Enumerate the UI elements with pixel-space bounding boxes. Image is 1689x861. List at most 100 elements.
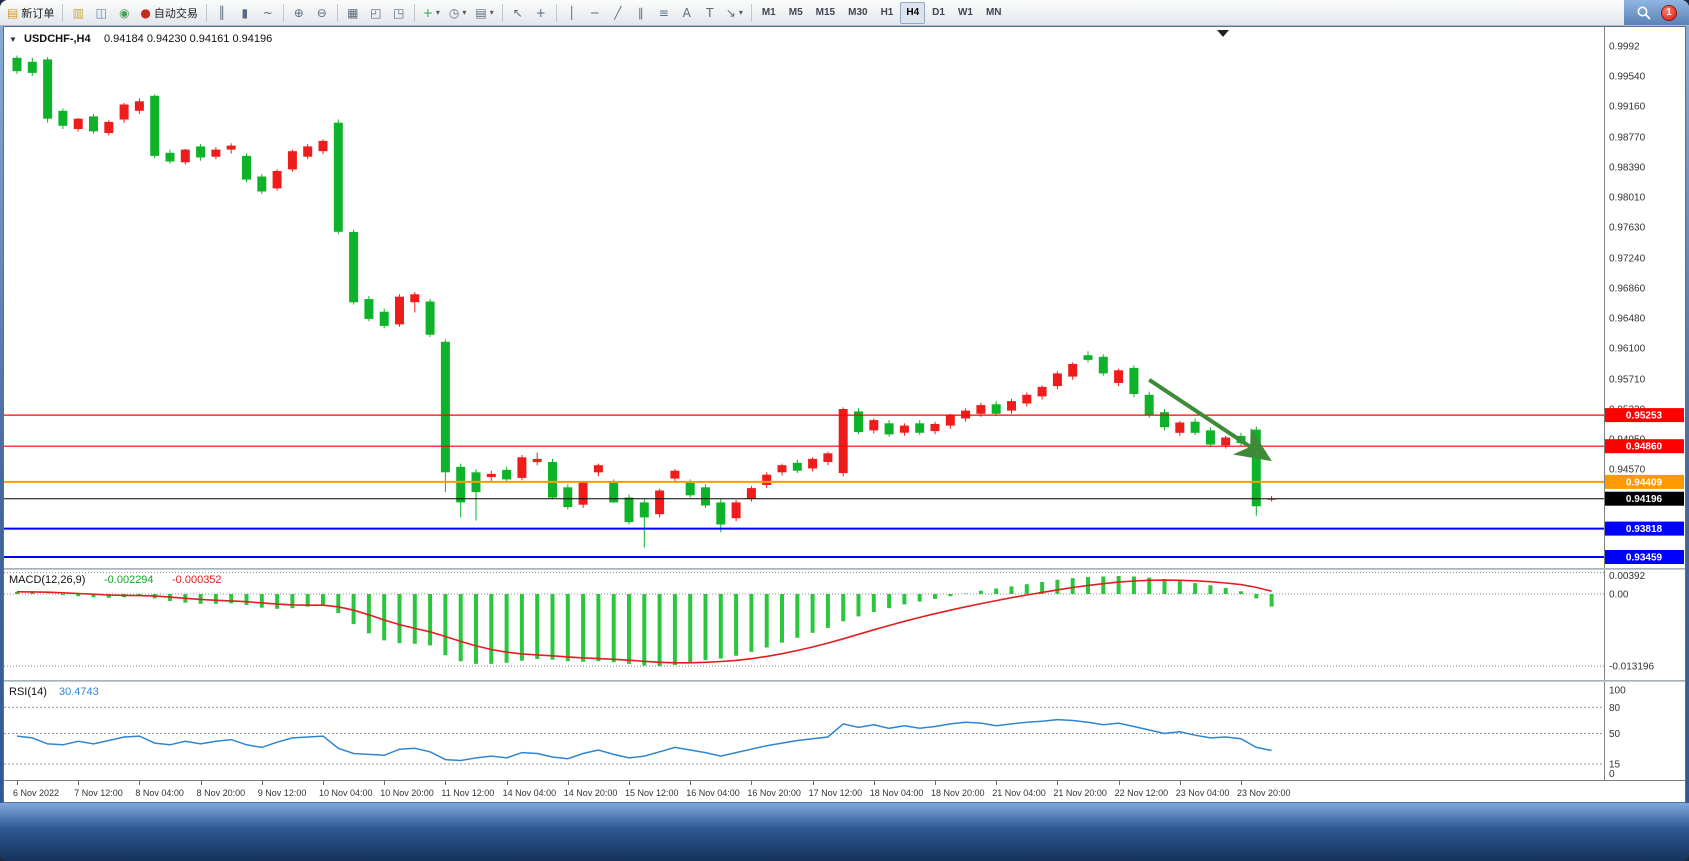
- notification-badge[interactable]: 1: [1661, 4, 1677, 21]
- price-chart[interactable]: 0.9992 0.99540 0.99160 0.98770 0.98390 0.9801…: [4, 27, 1685, 568]
- channel-button[interactable]: ∥: [630, 2, 652, 24]
- candle: [854, 408, 863, 435]
- cursor-button[interactable]: ↖: [507, 2, 529, 24]
- chart-menu-icon[interactable]: ▼: [9, 35, 17, 44]
- candle: [456, 463, 466, 518]
- candle: [349, 229, 359, 305]
- toolbar-separator: [282, 3, 284, 22]
- time-label: 21 Nov 04:00: [992, 788, 1046, 798]
- auto-arrange-button[interactable]: ◰: [365, 2, 387, 24]
- rsi-value: 30.4743: [59, 686, 99, 698]
- candle: [303, 144, 313, 160]
- candle: [27, 57, 37, 76]
- rsi-axis-label: 0: [1609, 769, 1615, 780]
- data-window-button[interactable]: ◫: [90, 2, 112, 24]
- time-label: 11 Nov 12:00: [441, 788, 495, 798]
- price-tick-label: 0.97240: [1609, 254, 1646, 265]
- new-chart-button[interactable]: + ▾: [419, 2, 444, 24]
- trendline-button[interactable]: ╱: [607, 2, 629, 24]
- time-tick: [139, 781, 141, 785]
- time-label: 14 Nov 04:00: [502, 788, 557, 798]
- svg-text:0.94860: 0.94860: [1626, 442, 1663, 453]
- candle: [1007, 398, 1016, 414]
- vertical-line-button[interactable]: │: [561, 2, 583, 24]
- time-tick: [751, 781, 753, 785]
- text-button[interactable]: A: [676, 2, 698, 24]
- candle: [410, 292, 420, 313]
- price-tick-label: 0.98390: [1609, 163, 1646, 174]
- timeframe-w1-button[interactable]: W1: [952, 2, 979, 24]
- price-level-badge: 0.93818: [1605, 521, 1684, 536]
- horizontal-line-icon: ─: [591, 5, 599, 20]
- candle: [1083, 351, 1093, 363]
- timeframe-d1-button[interactable]: D1: [926, 2, 951, 24]
- search-icon[interactable]: [1636, 5, 1652, 21]
- templates-button[interactable]: ▤ ▾: [471, 2, 497, 24]
- macd-panel[interactable]: 0.00392 0.00 -0.013196 MACD(12,26,9) -0.00…: [4, 570, 1685, 680]
- candle: [655, 488, 665, 518]
- bars-type-button[interactable]: ║: [211, 2, 233, 24]
- timeframe-m15-button[interactable]: M15: [810, 2, 841, 24]
- track-chart-button[interactable]: ◳: [388, 2, 410, 24]
- timeframe-m30-button[interactable]: M30: [842, 2, 873, 24]
- line-type-button[interactable]: ~: [257, 2, 279, 24]
- candle: [609, 479, 619, 504]
- charts-grid-button[interactable]: ▥: [67, 2, 89, 24]
- candle: [731, 500, 741, 522]
- arrows-button[interactable]: ↘ ▾: [722, 2, 747, 24]
- autotrade-icon: ●: [140, 5, 151, 20]
- candle: [777, 463, 787, 476]
- zoom-in-button[interactable]: ⊕: [288, 2, 310, 24]
- price-tick-label: 0.97630: [1609, 223, 1646, 234]
- svg-text:0.94196: 0.94196: [1626, 494, 1663, 505]
- timeframe-m1-button[interactable]: M1: [756, 2, 782, 24]
- timeframe-h1-button[interactable]: H1: [875, 2, 900, 24]
- macd-axis-label: 0.00392: [1609, 571, 1646, 582]
- toolbar-separator: [205, 3, 207, 22]
- tile-windows-button[interactable]: ▦: [342, 2, 364, 24]
- time-tick: [812, 781, 814, 785]
- panel-splitter[interactable]: [4, 680, 1685, 682]
- candle: [471, 469, 481, 521]
- candle: [1068, 362, 1078, 380]
- zoom-out-button[interactable]: ⊖: [311, 2, 333, 24]
- candle: [272, 169, 282, 191]
- time-tick: [384, 781, 386, 785]
- crosshair-button[interactable]: +: [530, 2, 552, 24]
- candle: [1052, 371, 1062, 390]
- zoom-out-icon: ⊖: [316, 5, 327, 20]
- price-tick-label: 0.94570: [1609, 465, 1646, 476]
- toolbar-search-area: 1: [1624, 0, 1689, 25]
- label-icon: T: [706, 5, 714, 20]
- panel-splitter[interactable]: [4, 568, 1685, 570]
- candle: [58, 108, 68, 129]
- fibonacci-button[interactable]: ≡: [653, 2, 675, 24]
- candles-type-button[interactable]: ▮: [234, 2, 256, 24]
- macd-axis-label: 0.00: [1609, 590, 1629, 601]
- macd-signal-value: -0.000352: [172, 574, 222, 586]
- horizontal-line-button[interactable]: ─: [584, 2, 606, 24]
- timeframe-h4-button[interactable]: H4: [900, 1, 926, 24]
- chart-shift-marker[interactable]: [1217, 30, 1229, 37]
- timeframe-m5-button[interactable]: M5: [783, 2, 809, 24]
- trendline-icon: ╱: [614, 5, 622, 20]
- price-tick-label: 0.96860: [1609, 284, 1646, 295]
- candle: [73, 118, 83, 132]
- time-label: 23 Nov 04:00: [1175, 788, 1230, 798]
- new-order-button[interactable]: ▤ 新订单: [3, 2, 58, 24]
- candle: [165, 149, 175, 164]
- label-button[interactable]: T: [699, 2, 721, 24]
- macd-signal-line: [16, 579, 1272, 664]
- time-tick: [261, 781, 263, 785]
- autotrade-button[interactable]: ● 自动交易: [136, 2, 201, 24]
- signals-button[interactable]: ◉: [113, 2, 135, 24]
- trend-arrow[interactable]: [1148, 378, 1272, 462]
- timeframe-mn-button[interactable]: MN: [980, 2, 1008, 24]
- text-icon: A: [682, 5, 691, 20]
- rsi-line: [16, 718, 1272, 762]
- candle: [425, 299, 435, 337]
- periods-button[interactable]: ◷ ▾: [445, 2, 471, 24]
- rsi-panel[interactable]: 100 80 50 150 RSI(14) 30.4743: [4, 682, 1685, 780]
- time-label: 23 Nov 20:00: [1237, 788, 1291, 798]
